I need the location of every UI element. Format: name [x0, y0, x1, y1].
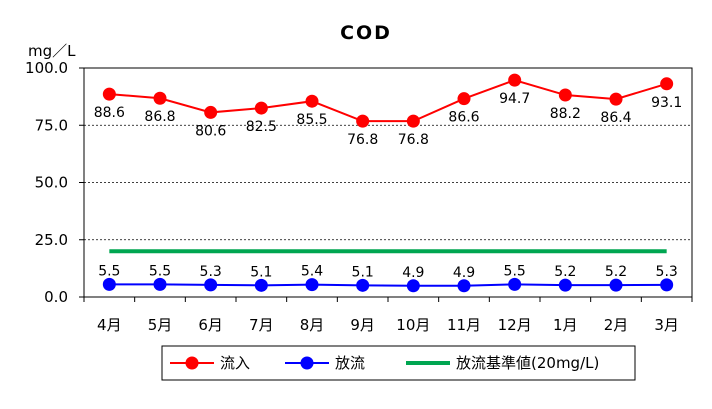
series-outflow-point — [508, 277, 522, 291]
x-tick-label: 3月 — [654, 316, 679, 334]
x-tick-label: 2月 — [604, 316, 629, 334]
series-inflow-point — [356, 114, 370, 128]
series-outflow-point — [356, 278, 370, 292]
series-outflow-data-label: 5.1 — [250, 264, 272, 280]
series-outflow-data-label: 5.4 — [301, 264, 323, 280]
series-outflow-data-label: 5.5 — [149, 263, 171, 279]
series-inflow-point — [660, 77, 674, 91]
x-tick-label: 11月 — [447, 316, 481, 334]
series-outflow-point — [558, 278, 572, 292]
series-outflow-point — [406, 279, 420, 293]
chart-title: COD — [340, 22, 392, 44]
series-outflow-point — [204, 278, 218, 292]
x-tick-label: 1月 — [553, 316, 578, 334]
series-outflow-data-label: 5.5 — [504, 263, 526, 279]
legend-box — [161, 345, 636, 381]
x-tick-label: 4月 — [97, 316, 122, 334]
series-outflow-data-label: 4.9 — [402, 265, 424, 281]
series-inflow-point — [558, 88, 572, 102]
legend-outflow-label: 放流 — [335, 354, 365, 372]
x-tick-label: 10月 — [396, 316, 430, 334]
series-outflow-point — [609, 278, 623, 292]
y-tick-label: 50.0 — [35, 174, 68, 192]
series-outflow-point — [305, 278, 319, 292]
y-tick-label: 0.0 — [44, 288, 68, 306]
series-outflow-point — [660, 278, 674, 292]
series-outflow-data-label: 5.3 — [200, 264, 222, 280]
series-inflow-point — [508, 73, 522, 87]
series-outflow-data-label: 5.5 — [98, 263, 120, 279]
series-outflow-point — [153, 277, 167, 291]
y-tick-label: 100.0 — [25, 59, 68, 77]
series-inflow-point — [457, 92, 471, 106]
x-tick-label: 6月 — [198, 316, 223, 334]
legend-outflow-marker — [300, 356, 314, 370]
plot-area: 0.0 25.0 50.0 75.0 100.0 4月 5月 6月 7月 8月 9月 10月 11月 12… — [25, 59, 693, 334]
y-tick-label: 25.0 — [35, 231, 68, 249]
series-inflow-point — [406, 114, 420, 128]
series-inflow-point — [609, 92, 623, 106]
x-tick-label: 9月 — [350, 316, 375, 334]
series-inflow-point — [305, 94, 319, 108]
series-inflow-point — [204, 105, 218, 119]
series-outflow-data-label: 5.3 — [656, 264, 678, 280]
series-inflow-data-label: 93.1 — [651, 95, 682, 111]
series-inflow-data-label: 86.8 — [144, 109, 175, 125]
legend: 流入 放流 放流基準値(20mg/L) — [161, 345, 636, 381]
series-outflow-point — [254, 278, 268, 292]
series-inflow-line — [109, 79, 667, 123]
x-tick-label: 7月 — [249, 316, 274, 334]
series-inflow-data-label: 85.5 — [296, 112, 327, 128]
series-inflow-data-label: 94.7 — [499, 91, 530, 107]
legend-inflow-marker — [185, 356, 199, 370]
legend-standard-label: 放流基準値(20mg/L) — [456, 354, 599, 372]
series-inflow-point — [102, 87, 116, 101]
series-inflow-data-label: 86.6 — [448, 110, 479, 126]
series-inflow-data-label: 76.8 — [398, 132, 429, 148]
series-outflow-data-label: 5.2 — [605, 264, 627, 280]
y-tick-label: 75.0 — [35, 116, 68, 134]
x-tick-label: 12月 — [498, 316, 532, 334]
series-outflow-line — [109, 283, 667, 287]
series-outflow-point — [102, 277, 116, 291]
series-outflow-data-label: 5.2 — [554, 264, 576, 280]
series-inflow-point — [153, 91, 167, 105]
series-inflow-data-label: 80.6 — [195, 123, 226, 139]
series-outflow-data-label: 5.1 — [352, 264, 374, 280]
series-outflow-data-label: 4.9 — [453, 265, 475, 281]
series-inflow-data-label: 88.6 — [94, 105, 125, 121]
series-inflow-data-label: 76.8 — [347, 132, 378, 148]
series-inflow-data-label: 86.4 — [600, 110, 631, 126]
legend-inflow-label: 流入 — [220, 354, 250, 372]
y-axis-unit-label: mg／L — [28, 42, 76, 60]
series-outflow-point — [457, 279, 471, 293]
x-tick-label: 8月 — [300, 316, 325, 334]
x-tick-label: 5月 — [148, 316, 173, 334]
series-inflow-data-label: 88.2 — [550, 106, 581, 122]
series-inflow-point — [254, 101, 268, 115]
series-inflow-data-label: 82.5 — [246, 119, 277, 135]
